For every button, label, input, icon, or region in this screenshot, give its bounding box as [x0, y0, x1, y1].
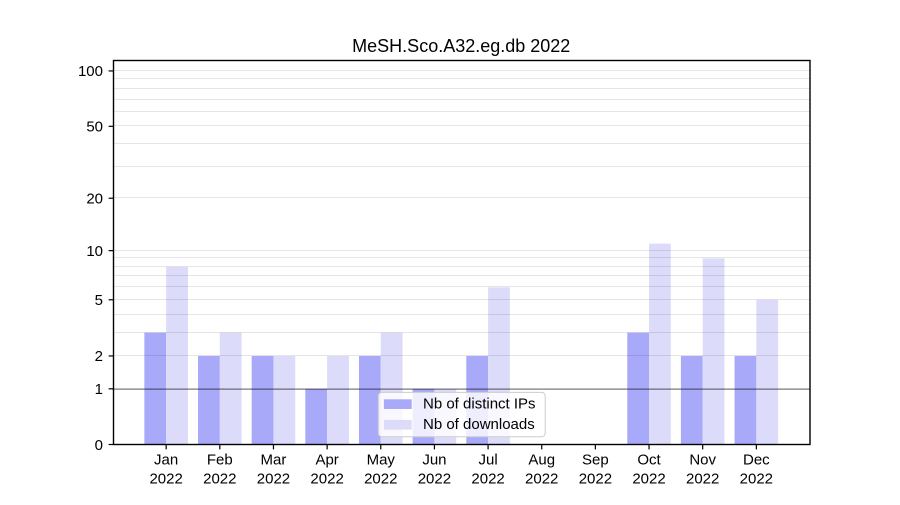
svg-text:May: May	[367, 452, 396, 469]
svg-text:2022: 2022	[364, 470, 397, 487]
svg-text:Oct: Oct	[637, 452, 661, 469]
svg-text:Apr: Apr	[315, 452, 338, 469]
svg-text:2022: 2022	[418, 470, 451, 487]
svg-text:2022: 2022	[686, 470, 719, 487]
svg-text:Feb: Feb	[207, 452, 233, 469]
svg-text:Jul: Jul	[478, 452, 497, 469]
svg-text:2022: 2022	[471, 470, 504, 487]
svg-text:2022: 2022	[740, 470, 773, 487]
svg-text:Sep: Sep	[582, 452, 609, 469]
svg-text:2022: 2022	[525, 470, 558, 487]
svg-text:10: 10	[86, 243, 103, 260]
svg-text:Nb of distinct IPs: Nb of distinct IPs	[423, 396, 536, 413]
svg-text:1: 1	[95, 381, 103, 398]
svg-text:Nb of downloads: Nb of downloads	[423, 416, 535, 433]
svg-text:5: 5	[95, 292, 103, 309]
svg-text:100: 100	[78, 63, 103, 80]
svg-text:20: 20	[86, 190, 103, 207]
svg-text:Jan: Jan	[154, 452, 178, 469]
svg-text:Jun: Jun	[422, 452, 446, 469]
svg-text:2022: 2022	[203, 470, 236, 487]
svg-text:0: 0	[95, 437, 103, 454]
svg-text:2022: 2022	[310, 470, 343, 487]
svg-text:Mar: Mar	[261, 452, 287, 469]
svg-text:50: 50	[86, 119, 103, 136]
svg-text:Dec: Dec	[743, 452, 770, 469]
svg-text:2022: 2022	[579, 470, 612, 487]
svg-text:MeSH.Sco.A32.eg.db 2022: MeSH.Sco.A32.eg.db 2022	[352, 36, 570, 56]
svg-text:2022: 2022	[257, 470, 290, 487]
svg-text:2: 2	[95, 348, 103, 365]
svg-text:2022: 2022	[149, 470, 182, 487]
svg-text:Nov: Nov	[689, 452, 716, 469]
svg-text:Aug: Aug	[528, 452, 555, 469]
svg-text:2022: 2022	[632, 470, 665, 487]
